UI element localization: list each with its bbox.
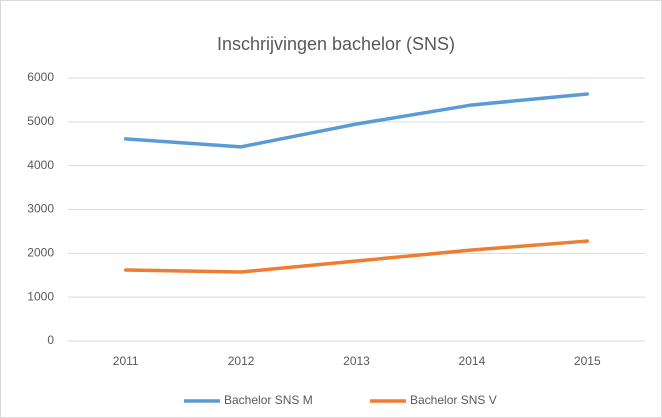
y-tick-label: 4000 <box>27 158 54 172</box>
legend-label: Bachelor SNS M <box>224 393 313 407</box>
series-line <box>123 239 590 274</box>
y-tick-label: 5000 <box>27 114 54 128</box>
x-tick-label: 2014 <box>459 354 486 368</box>
x-tick-label: 2012 <box>228 354 255 368</box>
chart-title: Inschrijvingen bachelor (SNS) <box>217 34 455 54</box>
y-tick-label: 0 <box>47 333 54 347</box>
y-tick-label: 6000 <box>27 70 54 84</box>
y-tick-label: 1000 <box>27 289 54 303</box>
x-tick-label: 2011 <box>113 354 139 368</box>
y-tick-label: 3000 <box>27 202 54 216</box>
x-tick-label: 2015 <box>574 354 601 368</box>
y-tick-label: 2000 <box>27 246 54 260</box>
legend-label: Bachelor SNS V <box>410 393 497 407</box>
x-tick-label: 2013 <box>343 354 370 368</box>
series-line <box>123 92 590 149</box>
